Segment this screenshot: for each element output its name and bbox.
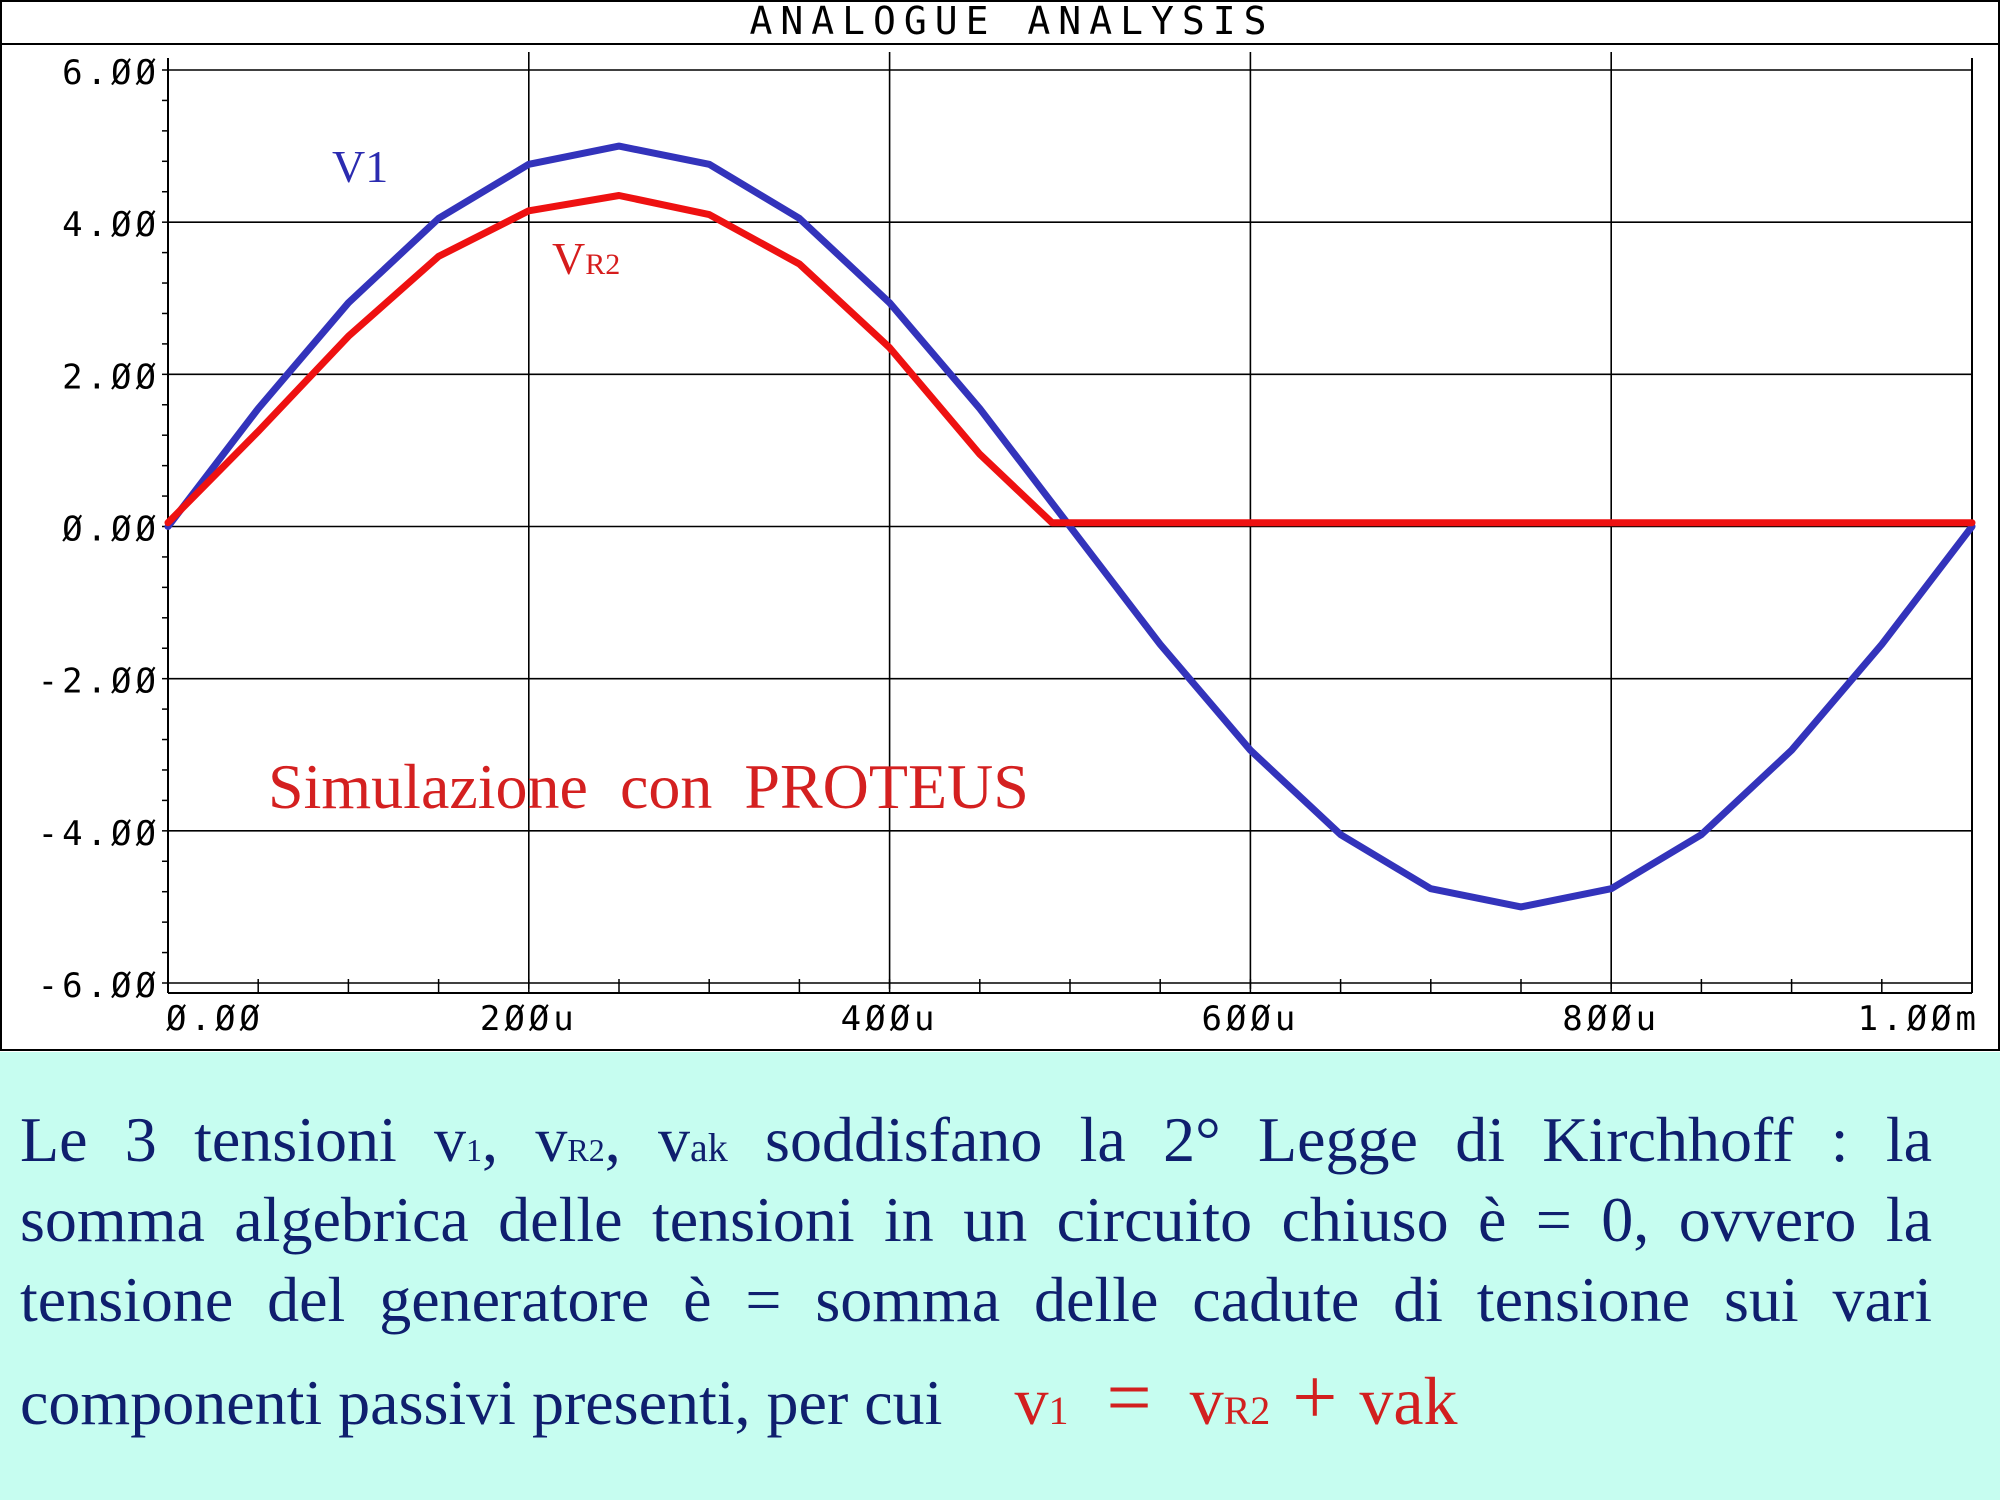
y-tick-label: Ø.ØØ <box>62 510 160 550</box>
series-label-v1: V1 <box>332 141 388 192</box>
axes-layer: 6.ØØ4.ØØ2.ØØØ.ØØ-2.ØØ-4.ØØ-6.ØØØ.ØØ 2ØØu 4… <box>38 53 1980 1039</box>
series-layer <box>164 142 1976 911</box>
x-tick-label: 8ØØu <box>1562 999 1660 1039</box>
chart-title: ANALOGUE ANALYSIS <box>750 0 1275 43</box>
explanation-line-3: tensione del generatore è = somma delle … <box>20 1264 1932 1335</box>
y-tick-label: -4.ØØ <box>38 814 160 854</box>
x-tick-label: 2ØØu <box>480 999 578 1039</box>
x-tick-label: 6ØØu <box>1201 999 1299 1039</box>
formula-plus: + <box>1292 1354 1338 1442</box>
x-tick-label: Ø.ØØ <box>166 999 264 1039</box>
y-tick-label: -2.ØØ <box>38 662 160 702</box>
x-tick-label: 1.ØØm <box>1858 999 1980 1039</box>
line4-text: componenti passivi presenti, per cui <box>20 1367 943 1438</box>
series-label-vr2: VR2 <box>552 233 620 284</box>
series-line-v1 <box>164 142 1976 911</box>
line1-part-a: Le 3 tensioni v <box>20 1104 467 1175</box>
formula-vr2-sub: R2 <box>1223 1388 1271 1433</box>
line1-part-b: , v <box>482 1104 568 1175</box>
y-tick-label: 4.ØØ <box>62 205 160 245</box>
x-tick-label: 4ØØu <box>841 999 939 1039</box>
line1-sub-1: 1 <box>466 1132 483 1168</box>
explanation-line-2: somma algebrica delle tensioni in un cir… <box>20 1184 1932 1255</box>
explanation-line-4: componenti passivi presenti, per cui v1 = v… <box>20 1358 1932 1468</box>
formula-equals: = <box>1106 1354 1152 1442</box>
explanation-text: Le 3 tensioni v1, vR2, vak soddisfano la… <box>20 1100 1932 1468</box>
kirchhoff-formula: v1 = vR2 + vak <box>1014 1358 1457 1439</box>
y-tick-label: 2.ØØ <box>62 357 160 397</box>
line1-sub-2: R2 <box>567 1132 605 1168</box>
chart-svg: ANALOGUE ANALYSIS 6.ØØ 4.ØØ 2.ØØ Ø.ØØ -2.ØØ -… <box>0 0 2000 1051</box>
formula-v1-sub: 1 <box>1048 1388 1069 1433</box>
formula-vak: vak <box>1359 1363 1458 1439</box>
formula-vr2: v <box>1189 1363 1224 1439</box>
y-tick-label: -6.ØØ <box>38 966 160 1006</box>
line1-part-d: soddisfano la 2° Legge di Kirchhoff : la <box>727 1104 1933 1175</box>
formula-v1: v <box>1014 1363 1049 1439</box>
y-tick-label: 6.ØØ <box>62 53 160 93</box>
series-line-vr2 <box>164 192 1976 527</box>
line1-sub-3: ak <box>689 1125 728 1170</box>
simulation-annotation: Simulazione con PROTEUS <box>268 751 1029 822</box>
line1-part-c: , v <box>604 1104 690 1175</box>
explanation-panel <box>0 1052 2000 1500</box>
chart-panel: ANALOGUE ANALYSIS 6.ØØ 4.ØØ 2.ØØ Ø.ØØ -2.ØØ -… <box>0 0 2000 1052</box>
explanation-line-1: Le 3 tensioni v1, vR2, vak soddisfano la… <box>20 1100 1932 1180</box>
